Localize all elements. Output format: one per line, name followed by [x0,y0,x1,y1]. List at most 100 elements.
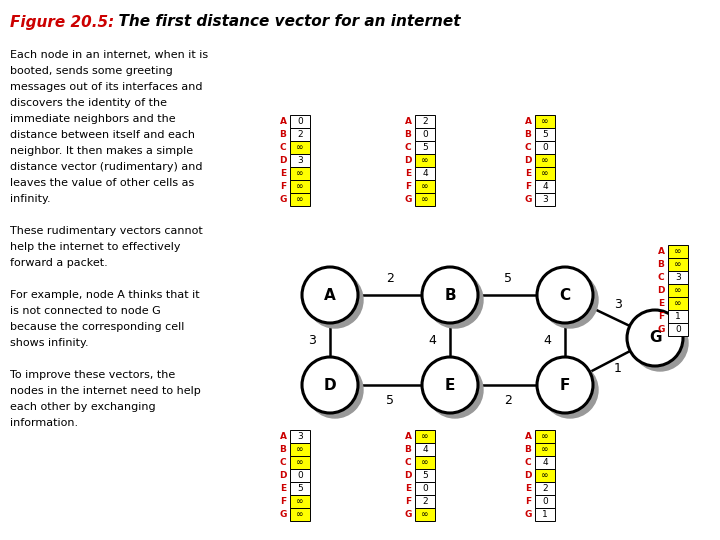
Bar [535,193,555,206]
Text: ∞: ∞ [541,432,549,441]
Text: 5: 5 [504,272,512,285]
Text: infinity.: infinity. [10,194,50,204]
Text: G: G [524,195,531,204]
Bar [668,284,688,297]
Bar [415,482,435,495]
Text: ∞: ∞ [296,510,304,519]
Text: help the internet to effectively: help the internet to effectively [10,242,181,252]
Bar [415,508,435,521]
Bar [415,180,435,193]
Bar [415,443,435,456]
Bar [535,482,555,495]
Bar [415,193,435,206]
Text: B: B [444,287,456,302]
Text: 1: 1 [614,361,622,375]
Text: A: A [405,117,412,126]
Text: discovers the identity of the: discovers the identity of the [10,98,167,108]
Text: For example, node A thinks that it: For example, node A thinks that it [10,290,199,300]
Text: B: B [279,445,287,454]
Text: 2: 2 [422,497,428,506]
Bar [535,508,555,521]
Bar [290,167,310,180]
Text: ∞: ∞ [674,299,682,308]
Text: D: D [657,286,665,295]
Bar [290,430,310,443]
Text: information.: information. [10,418,78,428]
Text: G: G [279,510,287,519]
Text: 3: 3 [297,432,303,441]
Circle shape [427,272,483,328]
Bar [668,245,688,258]
Text: ∞: ∞ [541,471,549,480]
Text: 2: 2 [297,130,303,139]
Text: B: B [657,260,665,269]
Text: D: D [279,471,287,480]
Text: C: C [405,458,411,467]
Text: distance between itself and each: distance between itself and each [10,130,195,140]
Text: A: A [524,117,531,126]
Text: 0: 0 [297,117,303,126]
Text: ∞: ∞ [674,260,682,269]
Text: F: F [658,312,664,321]
Text: ∞: ∞ [421,458,428,467]
Circle shape [537,267,593,323]
Text: ∞: ∞ [421,156,428,165]
Text: E: E [405,169,411,178]
Text: Each node in an internet, when it is: Each node in an internet, when it is [10,50,208,60]
Text: 0: 0 [542,143,548,152]
Text: 2: 2 [386,272,394,285]
Bar [415,167,435,180]
Text: ∞: ∞ [421,510,428,519]
Circle shape [302,357,358,413]
Bar [415,456,435,469]
Text: B: B [525,130,531,139]
Text: distance vector (rudimentary) and: distance vector (rudimentary) and [10,162,202,172]
Text: 5: 5 [386,394,394,407]
Bar [535,141,555,154]
Text: 0: 0 [542,497,548,506]
Bar [415,154,435,167]
Bar [535,154,555,167]
Text: 4: 4 [543,334,551,347]
Text: neighbor. It then makes a simple: neighbor. It then makes a simple [10,146,193,156]
Text: ∞: ∞ [541,445,549,454]
Circle shape [427,362,483,418]
Text: ∞: ∞ [296,182,304,191]
Text: ∞: ∞ [421,195,428,204]
Text: 4: 4 [428,334,436,347]
Text: ∞: ∞ [541,117,549,126]
Text: F: F [405,182,411,191]
Text: F: F [405,497,411,506]
Text: C: C [525,458,531,467]
Text: 5: 5 [422,143,428,152]
Text: F: F [525,497,531,506]
Text: ∞: ∞ [674,247,682,256]
Text: 3: 3 [308,334,316,347]
Text: These rudimentary vectors cannot: These rudimentary vectors cannot [10,226,203,236]
Circle shape [632,315,688,371]
Text: C: C [559,287,570,302]
Text: 4: 4 [422,445,428,454]
Circle shape [627,310,683,366]
Bar [668,310,688,323]
Text: B: B [405,445,411,454]
Bar [415,495,435,508]
Text: 2: 2 [504,394,512,407]
Text: 3: 3 [542,195,548,204]
Circle shape [307,362,363,418]
Text: 0: 0 [297,471,303,480]
Text: D: D [279,156,287,165]
Text: 1: 1 [542,510,548,519]
Text: G: G [524,510,531,519]
Bar [535,128,555,141]
Text: ∞: ∞ [296,195,304,204]
Bar [290,180,310,193]
Text: 3: 3 [614,299,622,312]
Text: D: D [524,471,532,480]
Bar [415,128,435,141]
Text: A: A [279,117,287,126]
Bar [535,167,555,180]
Text: 2: 2 [422,117,428,126]
Text: booted, sends some greeting: booted, sends some greeting [10,66,173,76]
Text: E: E [280,484,286,493]
